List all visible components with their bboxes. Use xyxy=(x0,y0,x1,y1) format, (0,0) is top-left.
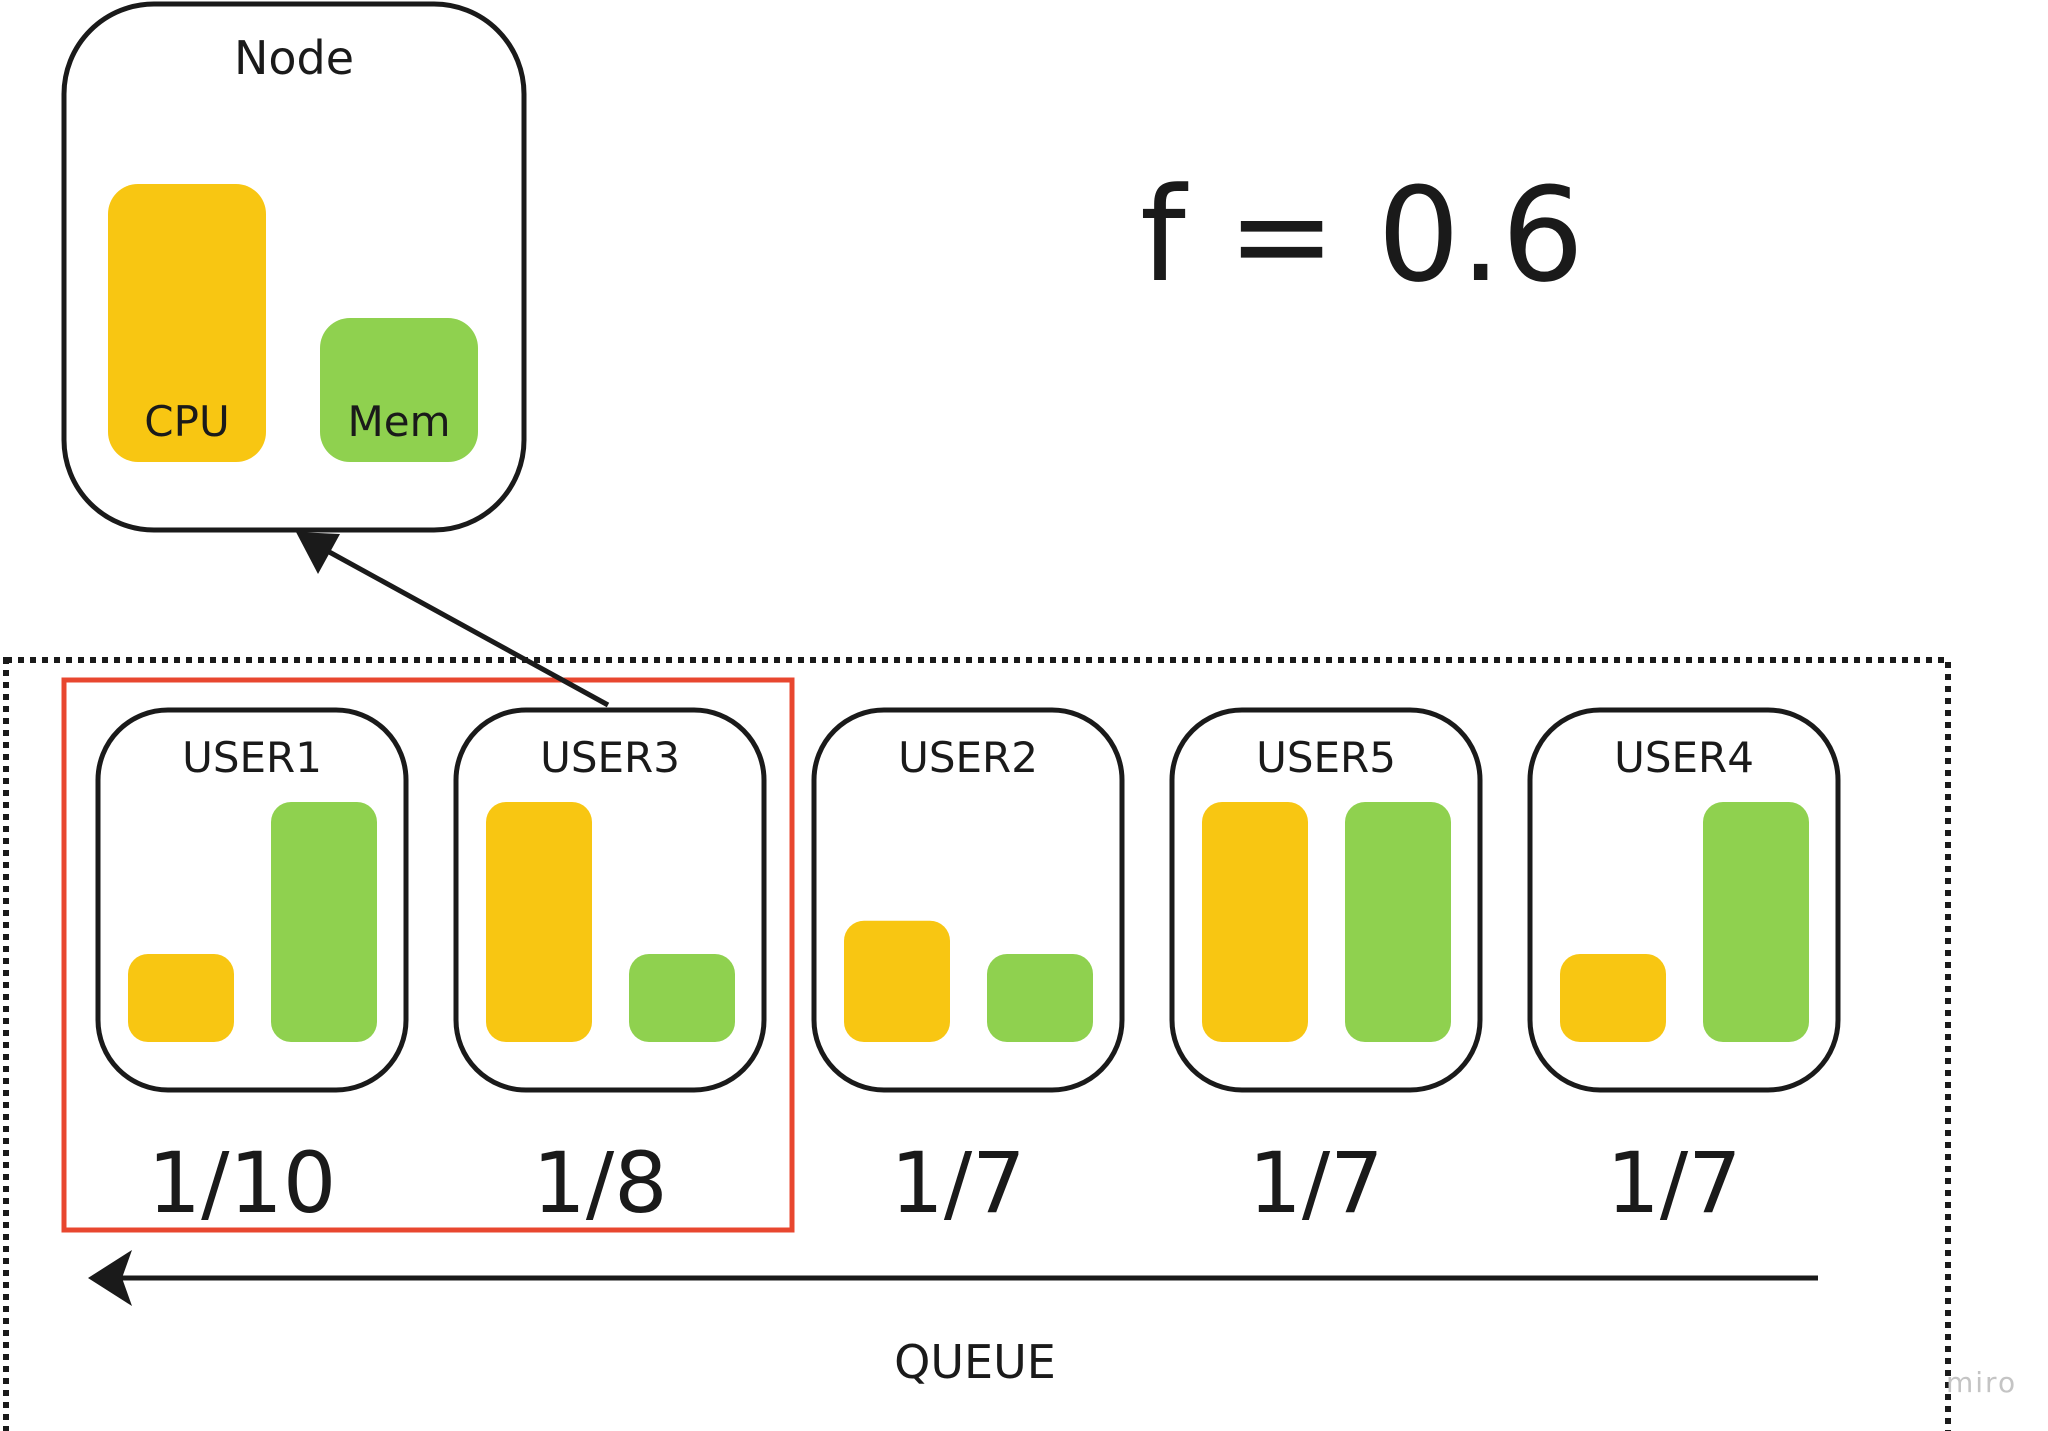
user-cpu-bar xyxy=(844,920,950,1042)
user-name: USER1 xyxy=(182,733,322,782)
user-share: 1/7 xyxy=(1606,1134,1741,1232)
node-mem-label: Mem xyxy=(348,397,451,446)
user-share: 1/7 xyxy=(1248,1134,1383,1232)
user-card-user1: USER1 1/10 xyxy=(95,707,409,1232)
user-mem-bar xyxy=(271,802,377,1042)
queue-container xyxy=(3,657,1951,1431)
dispatch-arrow-head xyxy=(296,532,340,574)
dispatch-arrow-line xyxy=(320,545,610,708)
user-name: USER3 xyxy=(540,733,680,782)
user-cpu-bar xyxy=(1560,954,1666,1042)
selected-users-highlight xyxy=(61,677,795,1233)
user-share: 1/10 xyxy=(148,1134,337,1232)
queue-direction-arrow xyxy=(88,1250,1818,1306)
fairness-formula: f = 0.6 xyxy=(1140,159,1584,311)
dispatch-arrow xyxy=(296,532,610,708)
user-card-user3: USER3 1/8 xyxy=(453,707,767,1232)
user-card-user5: USER5 1/7 xyxy=(1169,707,1483,1232)
user-cards: USER1 1/10 USER3 1/8 USER2 1/7 USER5 1/7 USER4 1/… xyxy=(95,707,1841,1232)
user-mem-bar xyxy=(987,954,1093,1042)
user-mem-bar xyxy=(1703,802,1809,1042)
queue-arrow-head xyxy=(88,1250,132,1306)
queue-label: QUEUE xyxy=(894,1335,1056,1389)
user-cpu-bar xyxy=(128,954,234,1042)
user-card-user2: USER2 1/7 xyxy=(811,707,1125,1232)
node-cpu-label: CPU xyxy=(144,397,229,446)
node-box: Node CPU Mem xyxy=(61,1,527,533)
user-mem-bar xyxy=(1345,802,1451,1042)
node-title: Node xyxy=(234,31,354,85)
miro-watermark: miro xyxy=(1946,1366,2017,1399)
user-card-user4: USER4 1/7 xyxy=(1527,707,1841,1232)
user-name: USER4 xyxy=(1614,733,1754,782)
user-mem-bar xyxy=(629,954,735,1042)
node-mem-bar xyxy=(320,318,478,462)
node-cpu-bar xyxy=(108,184,266,462)
user-name: USER2 xyxy=(898,733,1038,782)
user-share: 1/8 xyxy=(532,1134,667,1232)
user-cpu-bar xyxy=(1202,802,1308,1042)
user-name: USER5 xyxy=(1256,733,1396,782)
user-share: 1/7 xyxy=(890,1134,1025,1232)
user-cpu-bar xyxy=(486,802,592,1042)
